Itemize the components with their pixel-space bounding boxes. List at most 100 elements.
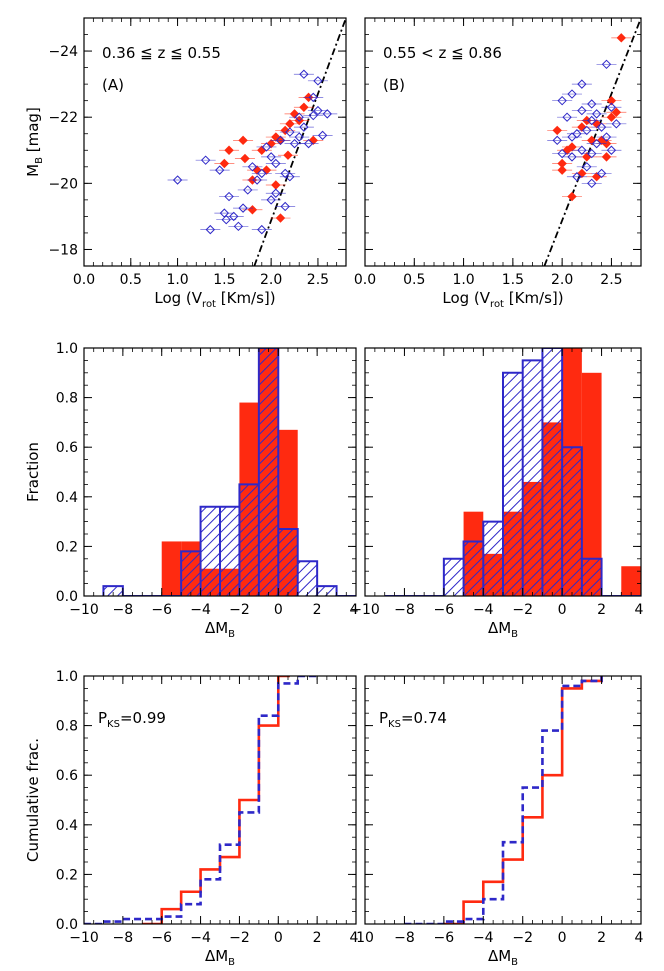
y-tick-label: 0.2	[56, 539, 78, 555]
data-point-open	[252, 175, 262, 185]
panel-1: 0.0 0.5 1.0 1.5 2.0 2.5 −18 −20 −22 −24 Log (Vrot …	[24, 17, 347, 310]
data-point-open	[567, 152, 577, 162]
histogram-bar-hatched	[522, 360, 543, 596]
x-tick-label: 0	[558, 930, 567, 946]
y-tick-label: 0.6	[56, 440, 78, 456]
plot-area	[102, 348, 356, 596]
x-tick-label: −2	[229, 602, 250, 618]
tully-fisher-relation-line	[253, 18, 346, 266]
cumulative-line-red	[142, 676, 290, 924]
x-tick-label: 2.0	[260, 272, 282, 288]
histogram-bar-hatched	[542, 348, 563, 596]
y-tick-label: 0.8	[56, 391, 78, 407]
data-point-open	[587, 148, 597, 159]
x-axis-label: Log (Vrot [Km/s])	[442, 289, 563, 310]
data-point-filled	[275, 213, 286, 223]
x-tick-label: −6	[434, 930, 455, 946]
histogram-bar-hatched	[562, 447, 582, 596]
data-point-filled	[557, 165, 567, 175]
histogram-bar-red	[581, 372, 602, 596]
data-point-open	[221, 214, 231, 225]
x-tick-label: −6	[151, 930, 172, 946]
data-point-open	[601, 132, 612, 142]
x-tick-label: 4	[635, 602, 644, 618]
data-point-filled	[283, 150, 293, 160]
data-point-open	[308, 92, 318, 103]
y-axis-label: Cumulative frac.	[24, 738, 42, 862]
data-point-open	[611, 119, 622, 129]
data-point-open	[224, 191, 234, 202]
data-point-open	[582, 162, 592, 172]
data-point-open	[606, 145, 617, 155]
data-point-open	[587, 178, 597, 189]
x-tick-label: −6	[434, 602, 455, 618]
data-point-filled	[567, 191, 577, 202]
y-tick-label: 0.8	[56, 719, 78, 735]
histogram-bar-hatched	[103, 586, 123, 596]
x-tick-label: 0	[274, 930, 283, 946]
x-tick-label: 1.0	[166, 272, 188, 288]
data-point-open	[587, 99, 597, 109]
y-tick-label: 0.4	[56, 490, 78, 506]
data-point-open	[317, 130, 328, 141]
ks-probability-label: PKS=0.99	[98, 709, 166, 730]
data-point-open	[572, 172, 582, 182]
x-axis-label: Log (Vrot [Km/s])	[154, 289, 275, 310]
x-tick-label: 2	[597, 930, 606, 946]
histogram-bar-hatched	[239, 484, 259, 596]
histogram-outline-blue	[384, 348, 641, 596]
data-point-filled	[289, 109, 300, 119]
data-point-filled	[606, 95, 617, 106]
data-point-open	[271, 158, 281, 169]
data-point-open	[285, 172, 295, 182]
data-point-open	[303, 138, 314, 149]
data-point-filled	[240, 153, 250, 164]
x-tick-label: −10	[69, 602, 99, 618]
y-tick-label: 0.0	[56, 917, 78, 933]
data-point-open	[577, 145, 587, 155]
histogram-bar-hatched	[581, 558, 602, 596]
x-tick-label: 0	[558, 602, 567, 618]
data-point-filled	[261, 165, 272, 175]
tully-fisher-relation-line	[543, 18, 641, 266]
histogram-bar-hatched	[443, 558, 464, 596]
data-point-open	[308, 110, 318, 121]
plot-area	[384, 348, 641, 596]
redshift-range-label: 0.36 ≦ z ≦ 0.55	[102, 44, 221, 62]
x-tick-label: 2.0	[551, 272, 573, 288]
x-tick-label: 1.5	[502, 272, 524, 288]
data-point-open	[313, 105, 323, 116]
x-tick-label: 1.0	[452, 272, 474, 288]
data-point-filled	[552, 125, 562, 136]
plot-area	[543, 18, 641, 266]
histogram-outline-blue	[102, 348, 356, 596]
x-tick-label: 0.0	[354, 272, 376, 288]
x-tick-label: 4	[350, 602, 359, 618]
data-point-open	[596, 168, 607, 179]
y-tick-label: −18	[48, 242, 78, 258]
data-point-open	[577, 79, 587, 89]
x-tick-label: −4	[473, 602, 494, 618]
data-point-open	[313, 76, 323, 86]
x-tick-label: 2.5	[600, 272, 622, 288]
histogram-bar-hatched	[463, 541, 484, 596]
histogram-bar-red	[161, 541, 182, 596]
data-point-open	[299, 122, 309, 132]
data-point-open	[591, 138, 602, 149]
data-point-open	[275, 135, 286, 146]
cumulative-line-blue-dashed	[84, 676, 318, 924]
x-tick-label: −4	[473, 930, 494, 946]
data-point-open	[280, 201, 290, 212]
x-tick-label: −4	[190, 930, 211, 946]
x-axis-label: ΔMB	[205, 947, 235, 968]
panel-letter-label: (A)	[102, 76, 124, 94]
panel-3: −10 −8 −6 −4 −2 0 2 4 0.0 0.2 0.4 0.6 0.8 1.0 ΔMB Fract…	[24, 341, 359, 640]
data-point-filled	[266, 138, 276, 149]
data-point-filled	[271, 180, 281, 190]
data-point-open	[577, 105, 587, 116]
data-point-open	[172, 175, 183, 185]
data-point-filled	[591, 172, 602, 182]
data-point-filled	[219, 158, 230, 169]
data-point-open	[205, 224, 216, 235]
